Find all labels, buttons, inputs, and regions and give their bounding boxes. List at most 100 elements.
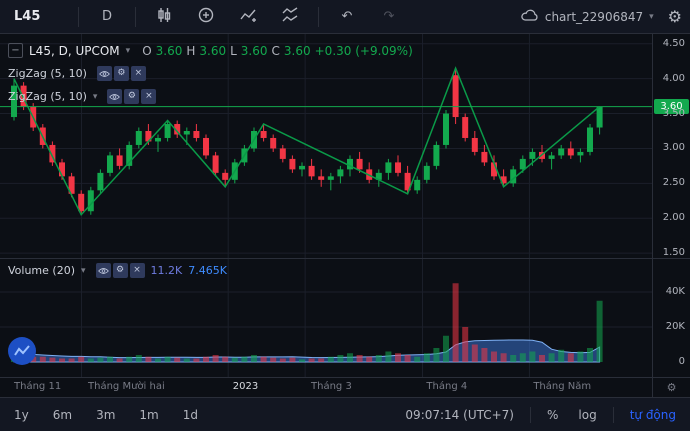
mountain-chart-icon (14, 345, 30, 356)
settings-button[interactable]: ⚙ (667, 7, 682, 26)
indicator-settings-icon[interactable]: ⚙ (124, 89, 140, 104)
templates-icon (281, 6, 299, 28)
indicator-settings-icon[interactable]: ⚙ (112, 263, 128, 278)
price-tick-label: 1.50 (662, 247, 685, 259)
high-label: H (186, 43, 196, 58)
indicator-controls: ⚙ × (107, 89, 157, 104)
toolbar-right-group: chart_22906847 ▾ ⚙ (515, 6, 682, 27)
last-price-label: 3.60 (654, 98, 689, 114)
symbol-button[interactable]: L45 (14, 9, 41, 24)
open-label: O (142, 43, 152, 58)
log-scale-button[interactable]: log (578, 407, 597, 422)
range-6m-button[interactable]: 6m (52, 407, 73, 422)
chart-main-area: − L45, D, UPCOM ▾ O 3.60 H 3.60 L 3.60 C 3.6… (0, 34, 690, 397)
range-1d-button[interactable]: 1d (182, 407, 198, 422)
high-value: 3.60 (199, 43, 227, 58)
time-tick-label: Tháng Năm (533, 381, 592, 392)
volume-ma-value: 7.465K (188, 264, 227, 277)
time-tick-label: Tháng 3 (311, 381, 352, 392)
price-scale-column[interactable]: 3.60 4.50 4.00 3.50 3.00 2.50 2.00 1.50 40K 20K… (652, 34, 690, 397)
close-icon[interactable]: × (141, 89, 157, 104)
percent-scale-button[interactable]: % (546, 407, 559, 422)
candlestick-chart[interactable] (0, 34, 652, 258)
price-tick-label: 3.00 (662, 142, 685, 154)
bottom-toolbar: 1y 6m 3m 1m 1d 09:07:14 (UTC+7) % log tự… (0, 397, 690, 431)
toolbar-left-group: L45 D (8, 4, 515, 30)
legend-symbol-title[interactable]: L45, D, UPCOM (29, 43, 120, 58)
volume-indicator-label[interactable]: Volume (20) (8, 264, 75, 277)
indicator-templates-button[interactable] (272, 4, 308, 30)
range-3m-button[interactable]: 3m (96, 407, 116, 422)
cloud-icon (521, 8, 539, 25)
indicator-settings-icon[interactable]: ⚙ (113, 66, 129, 81)
volume-value: 11.2K (150, 264, 183, 277)
auto-scale-button[interactable]: tự động (629, 407, 676, 422)
redo-icon: ↷ (383, 9, 395, 24)
price-tick-label: 2.00 (662, 212, 685, 224)
eye-icon[interactable] (95, 263, 111, 278)
axis-gear-icon[interactable]: ⚙ (666, 381, 677, 394)
top-toolbar: L45 D (0, 0, 690, 34)
low-label: L (230, 43, 237, 58)
undo-button[interactable]: ↶ (329, 4, 365, 30)
close-value: 3.60 (283, 43, 311, 58)
toolbar-divider (529, 406, 531, 423)
time-tick-label: 2023 (232, 381, 259, 392)
indicators-button[interactable] (230, 4, 266, 30)
open-value: 3.60 (155, 43, 183, 58)
volume-pane[interactable]: Volume (20) ▾ ⚙ × 11.2K 7.465K (0, 258, 652, 377)
close-icon[interactable]: × (130, 66, 146, 81)
undo-icon: ↶ (341, 9, 353, 24)
redo-button[interactable]: ↷ (371, 4, 407, 30)
tradingview-logo[interactable] (8, 337, 36, 365)
close-icon[interactable]: × (129, 263, 145, 278)
price-axis[interactable]: 3.60 4.50 4.00 3.50 3.00 2.50 2.00 1.50 (653, 34, 690, 258)
chevron-down-icon: ▾ (125, 45, 131, 56)
range-1y-button[interactable]: 1y (14, 407, 29, 422)
main-legend-row: − L45, D, UPCOM ▾ O 3.60 H 3.60 L 3.60 C 3.6… (8, 39, 413, 62)
chevron-down-icon: ▾ (81, 265, 86, 276)
price-pane[interactable]: − L45, D, UPCOM ▾ O 3.60 H 3.60 L 3.60 C 3.6… (0, 34, 652, 258)
low-value: 3.60 (240, 43, 268, 58)
volume-tick-label: 20K (665, 321, 685, 332)
price-tick-label: 2.50 (662, 177, 685, 189)
clock-timezone-button[interactable]: 09:07:14 (UTC+7) (405, 407, 514, 422)
saved-chart-menu[interactable]: chart_22906847 ▾ (515, 6, 660, 27)
time-tick-label: Tháng Mười hai (88, 381, 165, 392)
eye-icon[interactable] (96, 66, 112, 81)
indicator-controls: ⚙ × (96, 66, 146, 81)
price-tick-label: 4.50 (662, 37, 685, 49)
interval-button[interactable]: D (101, 9, 112, 24)
axis-settings-corner: ⚙ (653, 377, 690, 397)
indicator-controls: ⚙ × (95, 263, 145, 278)
price-tick-label: 4.00 (662, 72, 685, 84)
chart-style-button[interactable] (146, 4, 182, 30)
volume-tick-label: 40K (665, 286, 685, 297)
price-tick-label: 3.50 (662, 107, 685, 119)
range-1m-button[interactable]: 1m (139, 407, 159, 422)
indicator-label[interactable]: ZigZag (5, 10) (8, 67, 87, 80)
range-buttons: 1y 6m 3m 1m 1d (10, 406, 401, 424)
volume-axis[interactable]: 40K 20K 0 (653, 258, 690, 377)
time-tick-label: Tháng 11 (14, 381, 62, 392)
compare-button[interactable] (188, 4, 224, 30)
volume-tick-label: 0 (678, 356, 685, 367)
collapse-legend-button[interactable]: − (8, 43, 23, 58)
ohlc-values: O 3.60 H 3.60 L 3.60 C 3.60 +0.30 (+9.09%) (142, 44, 413, 58)
plus-circle-icon (197, 6, 215, 28)
close-label: C (271, 43, 280, 58)
chart-legend: − L45, D, UPCOM ▾ O 3.60 H 3.60 L 3.60 C 3.6… (8, 39, 413, 108)
toolbar-divider (78, 6, 79, 27)
candles-icon (155, 6, 173, 28)
indicator-label[interactable]: ZigZag (5, 10) (8, 90, 87, 103)
toolbar-divider (612, 406, 614, 423)
time-tick-label: Tháng 4 (426, 381, 468, 392)
chevron-down-icon: ▾ (92, 91, 98, 102)
eye-icon[interactable] (107, 89, 123, 104)
time-axis[interactable]: Tháng 11 Tháng Mười hai 2023 Tháng 3 Tháng 4… (0, 377, 652, 397)
chevron-down-icon: ▾ (649, 11, 654, 22)
volume-chart[interactable] (0, 259, 652, 377)
indicator-row: ZigZag (5, 10) ⚙ × (8, 62, 413, 85)
indicator-row: ZigZag (5, 10) ▾ ⚙ × (8, 85, 413, 108)
